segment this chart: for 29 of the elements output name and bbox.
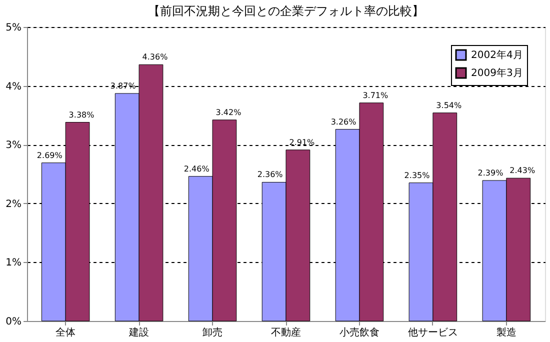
data-label: 2.39% bbox=[478, 168, 504, 178]
data-label: 3.38% bbox=[68, 110, 95, 120]
y-tick-label: 0% bbox=[6, 316, 22, 328]
data-label: 3.42% bbox=[216, 108, 242, 117]
x-tick-label: 不動産 bbox=[271, 326, 301, 338]
x-tick-label: 小売飲食 bbox=[339, 326, 380, 338]
y-tick-label: 3% bbox=[6, 140, 22, 152]
data-label: 2.69% bbox=[36, 150, 63, 160]
data-label: 2.36% bbox=[257, 170, 284, 180]
data-label: 3.54% bbox=[436, 100, 462, 110]
y-tick-label: 1% bbox=[6, 258, 22, 269]
data-label: 3.26% bbox=[330, 117, 357, 126]
data-label: 2.43% bbox=[510, 166, 536, 176]
y-tick-label: 4% bbox=[6, 81, 22, 92]
data-label: 3.71% bbox=[362, 90, 389, 100]
y-tick-label: 2% bbox=[6, 198, 22, 210]
x-tick-label: 建設 bbox=[128, 326, 150, 338]
x-tick-label: 他サービス bbox=[408, 326, 458, 338]
y-tick-label: 5% bbox=[6, 22, 22, 34]
x-tick-label: 全体 bbox=[56, 326, 76, 338]
data-label: 2.35% bbox=[404, 170, 430, 180]
legend-label: 2002年4月 bbox=[471, 49, 523, 61]
data-label: 2.91% bbox=[289, 138, 316, 147]
x-tick-label: 卸売 bbox=[202, 326, 223, 338]
data-label: 4.36% bbox=[142, 52, 168, 62]
chart-title: 【前回不況期と今回との企業デフォルト率の比較】 bbox=[148, 4, 424, 18]
x-tick-label: 製造 bbox=[496, 326, 516, 338]
legend-label: 2009年3月 bbox=[471, 67, 523, 79]
data-label: 2.46% bbox=[184, 164, 210, 174]
